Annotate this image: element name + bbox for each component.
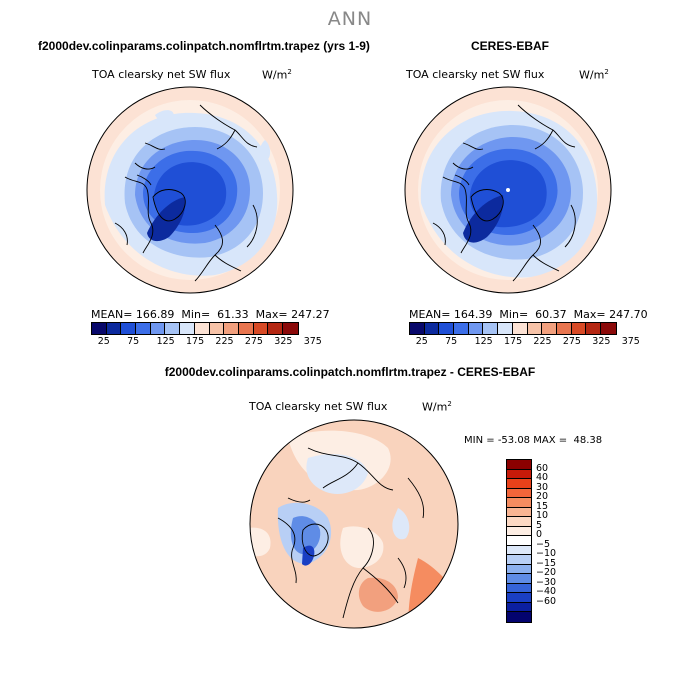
- colorbar-swatch: [507, 574, 531, 584]
- colorbar-swatch: [507, 602, 531, 613]
- right-colorbar-ticks: 25 75 125 175 225 275 325 375: [409, 336, 640, 348]
- colorbar-tick-label: 75: [445, 336, 458, 347]
- colorbar-swatch: [454, 323, 469, 334]
- colorbar-swatch: [507, 517, 531, 527]
- colorbar-tick-label: 5: [536, 519, 543, 531]
- diff-plot-title: TOA clearsky net SW flux: [249, 400, 388, 413]
- colorbar-swatch: [180, 323, 195, 334]
- colorbar-swatch: [268, 323, 283, 334]
- right-panel-header: CERES-EBAF: [471, 39, 550, 53]
- colorbar-swatch: [507, 555, 531, 565]
- colorbar-swatch: [507, 526, 531, 537]
- colorbar-tick-label: 375: [621, 336, 640, 347]
- colorbar-swatch: [586, 323, 601, 334]
- colorbar-swatch: [468, 323, 484, 334]
- colorbar-tick-label: 175: [186, 336, 205, 347]
- colorbar-tick-label: 125: [474, 336, 493, 347]
- colorbar-swatch: [424, 323, 440, 334]
- colorbar-tick-label: 275: [244, 336, 263, 347]
- colorbar-tick-label: −20: [536, 567, 557, 579]
- colorbar-swatch: [571, 323, 587, 334]
- colorbar-swatch: [224, 323, 239, 334]
- season-title: ANN: [327, 8, 373, 30]
- colorbar-swatch: [106, 323, 122, 334]
- colorbar-swatch: [194, 323, 210, 334]
- left-colorbar: [91, 322, 299, 335]
- colorbar-swatch: [527, 323, 543, 334]
- left-units: W/m2: [262, 68, 292, 82]
- colorbar-tick-label: 275: [562, 336, 581, 347]
- colorbar-tick-label: 25: [97, 336, 110, 347]
- colorbar-swatch: [92, 323, 107, 334]
- left-plot-title: TOA clearsky net SW flux: [92, 68, 231, 81]
- colorbar-swatch: [507, 564, 531, 575]
- left-colorbar-ticks: 25 75 125 175 225 275 325 375: [91, 336, 322, 348]
- colorbar-swatch: [507, 536, 531, 546]
- colorbar-swatch: [507, 498, 531, 508]
- colorbar-swatch: [507, 488, 531, 499]
- colorbar-swatch: [507, 593, 531, 603]
- colorbar-tick-label: −40: [536, 586, 557, 598]
- colorbar-tick-label: −60: [536, 595, 557, 607]
- colorbar-tick-label: 325: [274, 336, 293, 347]
- diff-polar-map: [249, 419, 459, 629]
- diff-colorbar: [506, 459, 532, 623]
- colorbar-tick-label: 60: [536, 462, 549, 474]
- colorbar-swatch: [439, 323, 455, 334]
- right-stats: MEAN= 164.39 Min= 60.37 Max= 247.70: [409, 308, 648, 321]
- colorbar-swatch: [600, 323, 616, 334]
- colorbar-swatch: [282, 323, 298, 334]
- left-panel-header: f2000dev.colinparams.colinpatch.nomflrtm…: [38, 39, 370, 53]
- colorbar-swatch: [507, 460, 531, 470]
- colorbar-tick-label: 125: [156, 336, 175, 347]
- colorbar-tick-label: 20: [536, 491, 549, 503]
- diff-units: W/m2: [422, 400, 452, 414]
- colorbar-tick-label: 75: [127, 336, 140, 347]
- colorbar-swatch: [483, 323, 499, 334]
- colorbar-tick-label: 15: [536, 500, 549, 512]
- colorbar-tick-label: −10: [536, 548, 557, 560]
- colorbar-tick-label: −15: [536, 557, 557, 569]
- right-polar-map: [404, 86, 612, 294]
- colorbar-swatch: [556, 323, 572, 334]
- colorbar-swatch: [253, 323, 269, 334]
- colorbar-tick-label: 225: [215, 336, 234, 347]
- colorbar-tick-label: 40: [536, 472, 549, 484]
- colorbar-swatch: [507, 507, 531, 518]
- colorbar-tick-label: −5: [536, 538, 551, 550]
- colorbar-swatch: [136, 323, 151, 334]
- diff-colorbar-ticks: 60 40 30 20 15 10 5 0 −5 −10 −15 −20 −30 −40 −60: [536, 459, 576, 624]
- colorbar-swatch: [507, 545, 531, 556]
- colorbar-tick-label: 175: [504, 336, 523, 347]
- colorbar-swatch: [150, 323, 166, 334]
- colorbar-tick-label: 10: [536, 510, 549, 522]
- colorbar-swatch: [542, 323, 557, 334]
- colorbar-tick-label: 375: [303, 336, 322, 347]
- colorbar-swatch: [121, 323, 137, 334]
- colorbar-swatch: [507, 479, 531, 489]
- colorbar-tick-label: 30: [536, 481, 549, 493]
- colorbar-tick-label: 0: [536, 529, 543, 541]
- right-colorbar: [409, 322, 617, 335]
- diff-panel-header: f2000dev.colinparams.colinpatch.nomflrtm…: [164, 365, 536, 379]
- left-stats: MEAN= 166.89 Min= 61.33 Max= 247.27: [91, 308, 330, 321]
- colorbar-swatch: [498, 323, 513, 334]
- colorbar-swatch: [512, 323, 528, 334]
- colorbar-swatch: [507, 583, 531, 594]
- colorbar-tick-label: 25: [415, 336, 428, 347]
- colorbar-swatch: [209, 323, 225, 334]
- left-polar-map: [86, 86, 294, 294]
- diff-stats: MIN = -53.08 MAX = 48.38: [464, 435, 603, 446]
- colorbar-swatch: [165, 323, 181, 334]
- colorbar-swatch: [410, 323, 425, 334]
- colorbar-swatch: [507, 612, 531, 622]
- colorbar-tick-label: 325: [592, 336, 611, 347]
- right-plot-title: TOA clearsky net SW flux: [406, 68, 545, 81]
- right-units: W/m2: [579, 68, 609, 82]
- colorbar-swatch: [507, 469, 531, 480]
- colorbar-tick-label: 225: [533, 336, 552, 347]
- colorbar-tick-label: −30: [536, 576, 557, 588]
- colorbar-swatch: [238, 323, 254, 334]
